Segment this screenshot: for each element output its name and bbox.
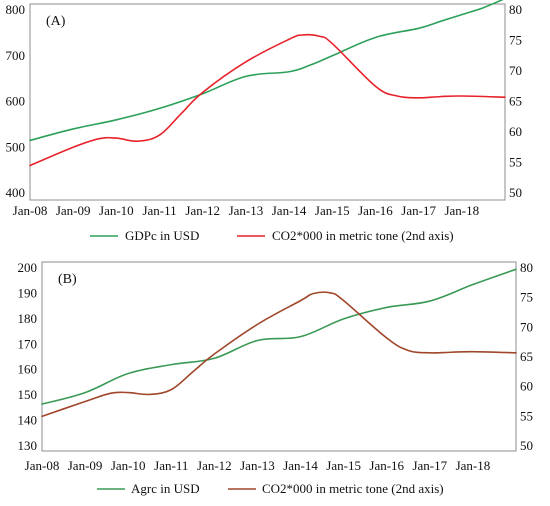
panel-b-x-tick: Jan-12 [197, 458, 232, 473]
panel-a-x-tick: Jan-09 [56, 203, 91, 218]
panel-b-y-right-tick: 60 [520, 379, 533, 394]
panel-b-co2-line [41, 291, 517, 418]
panel-a-y-right-tick: 60 [509, 124, 522, 139]
panel-b-y-left-tick: 190 [18, 285, 38, 300]
panel-a-legend-label-co2: CO2*000 in metric tone (2nd axis) [272, 228, 454, 243]
panel-a-label: (A) [46, 14, 66, 29]
panel-b-y-left-tick: 200 [18, 260, 38, 275]
panel-b-y-right-tick: 75 [520, 290, 533, 305]
panel-a-x-tick: Jan-10 [99, 203, 134, 218]
panel-a-x-tick: Jan-12 [185, 203, 220, 218]
panel-a-x-tick: Jan-17 [401, 203, 436, 218]
panel-a-y-right-tick: 55 [509, 155, 522, 170]
panel-a-x-tick: Jan-08 [13, 203, 48, 218]
panel-b-x-tick: Jan-16 [369, 458, 404, 473]
panel-a-plot-frame [29, 3, 506, 201]
panel-a-co2-line [29, 33, 506, 167]
panel-a: (A) 400 500 600 700 800 50 55 60 65 70 75 80 Jan-08 Ja… [6, 0, 522, 243]
panel-b-legend-label-agrc: Agrc in USD [131, 481, 200, 496]
panel-b-y-right-tick: 55 [520, 408, 533, 423]
panel-b-y-left-tick: 150 [18, 387, 38, 402]
panel-a-y-left-tick: 700 [6, 48, 26, 63]
panel-a-y-right-tick: 65 [509, 94, 522, 109]
panel-b-label: (B) [58, 272, 77, 287]
panel-b-x-tick: Jan-15 [326, 458, 361, 473]
panel-a-x-tick: Jan-14 [272, 203, 307, 218]
panel-b-agrc-line [41, 268, 517, 405]
panel-a-x-tick: Jan-15 [315, 203, 350, 218]
panel-a-x-tick: Jan-13 [229, 203, 264, 218]
panel-b-plot-frame [41, 261, 517, 452]
panel-b-y-left-tick: 160 [18, 362, 38, 377]
panel-b-x-tick: Jan-10 [111, 458, 146, 473]
panel-b-y-left-tick: 180 [18, 311, 38, 326]
panel-a-x-tick: Jan-18 [444, 203, 479, 218]
panel-b-x-tick: Jan-17 [412, 458, 447, 473]
panel-a-y-right-tick: 80 [509, 2, 522, 17]
panel-b-y-right-tick: 80 [520, 260, 533, 275]
panel-b-x-tick: Jan-08 [25, 458, 60, 473]
panel-b-x-tick: Jan-13 [240, 458, 275, 473]
panel-a-y-left-tick: 600 [6, 94, 26, 109]
panel-b-y-left-tick: 130 [18, 438, 38, 453]
panel-a-y-right-tick: 50 [509, 185, 522, 200]
panel-b: (B) 130 140 150 160 170 180 190 200 50 55 60 65 70 75 8… [18, 260, 534, 496]
panel-b-x-tick: Jan-18 [456, 458, 491, 473]
panel-b-legend-label-co2: CO2*000 in metric tone (2nd axis) [262, 481, 444, 496]
panel-b-y-right-tick: 50 [520, 438, 533, 453]
panel-b-x-tick: Jan-09 [68, 458, 103, 473]
panel-a-y-left-tick: 500 [6, 139, 26, 154]
panel-a-y-right-tick: 70 [509, 63, 522, 78]
panel-a-y-left-tick: 400 [6, 185, 26, 200]
panel-a-y-left-tick: 800 [6, 2, 26, 17]
panel-b-y-right-tick: 65 [520, 349, 533, 364]
panel-a-x-tick: Jan-16 [358, 203, 393, 218]
panel-b-y-left-tick: 140 [18, 413, 38, 428]
panel-a-legend-label-gdpc: GDPc in USD [125, 228, 199, 243]
panel-b-y-right-tick: 70 [520, 319, 533, 334]
panel-b-x-tick: Jan-14 [283, 458, 318, 473]
panel-a-y-right-tick: 75 [509, 33, 522, 48]
panel-b-y-left-tick: 170 [18, 336, 38, 351]
panel-a-gdpc-line [29, 0, 504, 142]
panel-b-x-tick: Jan-11 [154, 458, 188, 473]
panel-a-x-tick: Jan-11 [142, 203, 176, 218]
